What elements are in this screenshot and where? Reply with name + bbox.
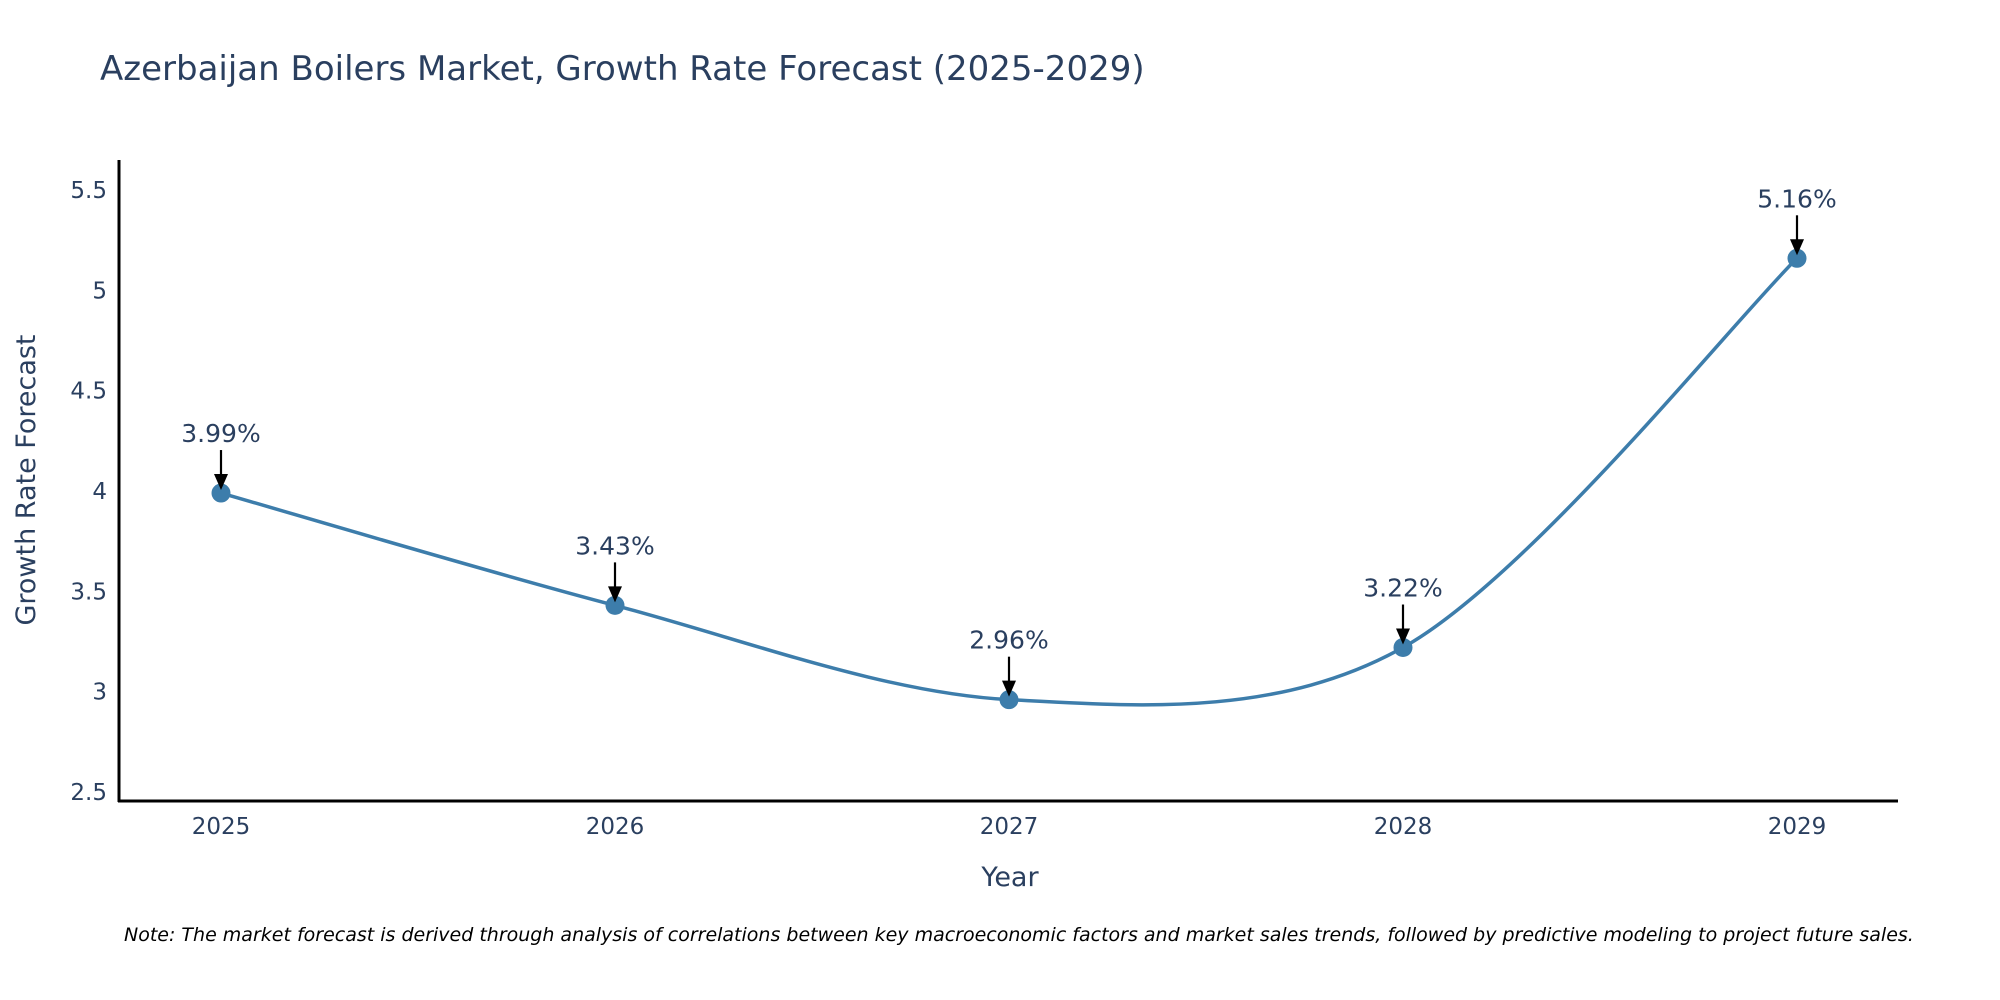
annotation-arrowhead — [1790, 239, 1804, 256]
y-tick-label: 4.5 — [70, 379, 107, 405]
data-point — [1393, 638, 1413, 658]
series-markers — [211, 248, 1807, 710]
data-label: 3.43% — [575, 531, 654, 560]
x-tick-label: 2027 — [980, 814, 1039, 840]
y-tick-label: 5 — [92, 278, 107, 304]
data-label: 3.99% — [181, 419, 260, 448]
x-tick-label: 2026 — [586, 814, 645, 840]
x-axis-ticks: 2025 2026 2027 2028 2029 — [192, 814, 1827, 840]
data-label: 5.16% — [1757, 184, 1836, 213]
y-tick-label: 5.5 — [70, 178, 107, 204]
data-point — [1787, 248, 1807, 268]
annotation-arrowhead — [1396, 628, 1410, 645]
y-tick-label: 4 — [92, 479, 107, 505]
data-label: 3.22% — [1363, 574, 1442, 603]
annotation-arrowhead — [1002, 680, 1016, 697]
data-point — [211, 483, 231, 503]
data-annotations: 3.99% 3.43% 2.96% 3.22% 5.16% — [181, 184, 1837, 697]
y-tick-label: 3.5 — [70, 579, 107, 605]
data-point — [999, 690, 1019, 710]
x-tick-label: 2025 — [192, 814, 251, 840]
y-axis-title: Growth Rate Forecast — [11, 334, 42, 625]
x-axis-title: Year — [980, 862, 1039, 893]
y-axis-ticks: 2.5 3 3.5 4 4.5 5 5.5 — [70, 178, 107, 806]
data-label: 2.96% — [969, 626, 1048, 655]
plot-area: 2.5 3 3.5 4 4.5 5 5.5 2025 2026 2027 2028 2029 3.9… — [70, 160, 1898, 840]
chart-title: Azerbaijan Boilers Market, Growth Rate F… — [100, 49, 1145, 89]
y-tick-label: 3 — [92, 680, 107, 706]
x-tick-label: 2028 — [1374, 814, 1433, 840]
y-tick-label: 2.5 — [70, 780, 107, 806]
annotation-arrowhead — [608, 586, 622, 603]
footnote: Note: The market forecast is derived thr… — [124, 924, 1914, 946]
annotation-arrowhead — [214, 474, 228, 491]
data-point — [605, 595, 625, 615]
x-tick-label: 2029 — [1768, 814, 1827, 840]
